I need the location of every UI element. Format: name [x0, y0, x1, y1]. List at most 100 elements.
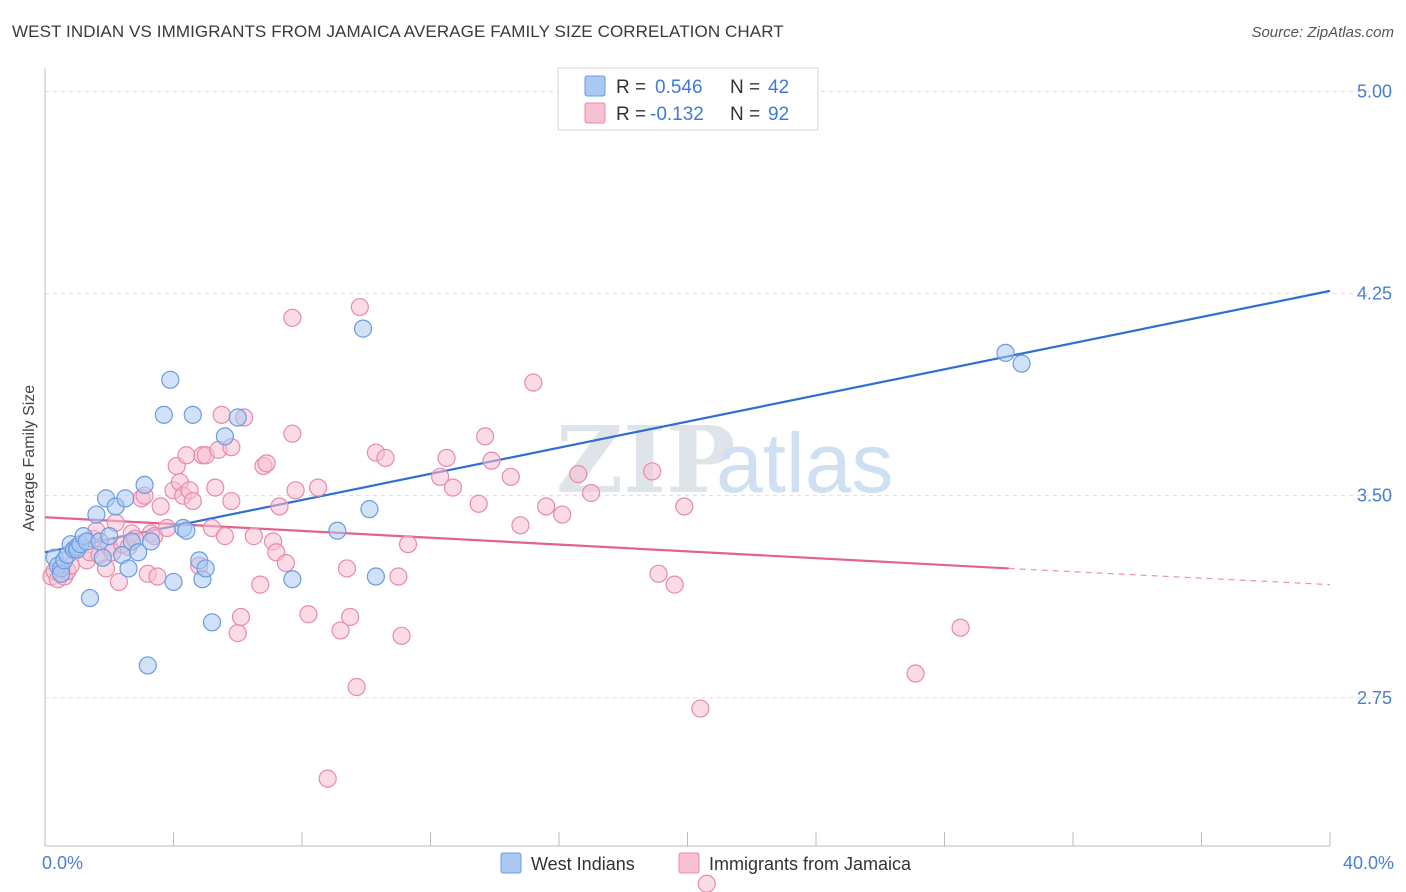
- jamaica-point: [299, 605, 318, 624]
- x-tick-labels: 0.0% 40.0%: [42, 853, 1394, 873]
- jamaica-point: [582, 483, 601, 503]
- jamaica-point: [206, 478, 225, 497]
- west-indian-point: [138, 656, 157, 675]
- jamaica-point: [482, 451, 501, 470]
- jamaica-point: [553, 505, 572, 524]
- legend-r-label-2: R =: [616, 104, 646, 125]
- legend-r-value-1: 0.546: [655, 77, 703, 98]
- jamaica-point: [649, 564, 668, 583]
- west-indian-point: [1012, 354, 1031, 373]
- legend-r-value-2: -0.132: [650, 104, 704, 125]
- jamaica-point: [283, 424, 302, 443]
- jamaica-point: [202, 518, 222, 538]
- watermark-atlas: atlas: [716, 416, 893, 510]
- jamaica-point: [675, 497, 694, 516]
- west-indian-point: [177, 521, 196, 540]
- jamaica-point: [109, 572, 128, 592]
- jamaica-point: [251, 575, 270, 594]
- jamaica-point: [389, 567, 408, 586]
- jamaica-point: [665, 575, 684, 594]
- west-indian-point: [119, 559, 138, 578]
- west-indian-point: [116, 489, 135, 508]
- jamaica-point: [337, 559, 357, 578]
- jamaica-point: [469, 494, 488, 513]
- west-indian-trend-line: [44, 289, 1331, 554]
- jamaica-point: [476, 427, 495, 446]
- jamaica-point: [283, 308, 302, 327]
- jamaica-point: [331, 621, 350, 640]
- jamaica-point: [318, 769, 337, 788]
- jamaica-point: [350, 297, 369, 317]
- west-indian-point: [161, 370, 180, 389]
- west-indian-point: [141, 532, 161, 551]
- jamaica-point: [270, 497, 289, 516]
- jamaica-point: [222, 491, 241, 511]
- source-label: Source: ZipAtlas.com: [1251, 24, 1394, 41]
- jamaica-point: [443, 478, 463, 497]
- bottom-legend: West Indians Immigrants from Jamaica: [500, 852, 912, 874]
- jamaica-point: [392, 626, 411, 645]
- west-indian-point: [196, 559, 215, 578]
- jamaica-point: [257, 454, 276, 473]
- west-indian-point: [87, 505, 106, 524]
- jamaica-point: [906, 664, 925, 683]
- x-tick-label: 0.0%: [42, 853, 83, 873]
- legend-swatch-blue: [584, 75, 606, 97]
- west-indian-point: [164, 572, 183, 592]
- x-tick-label: 40.0%: [1343, 853, 1394, 873]
- west-indian-point: [215, 427, 234, 446]
- jamaica-point: [691, 699, 710, 718]
- jamaica-point: [157, 518, 177, 538]
- jamaica-point: [347, 677, 366, 697]
- west-indian-point: [129, 543, 148, 562]
- grid-lines: [45, 90, 1392, 699]
- jamaica-point: [437, 448, 456, 468]
- jamaica-point: [286, 481, 305, 500]
- y-tick-label: 2.75: [1357, 688, 1392, 708]
- bottom-legend-jamaica: Immigrants from Jamaica: [709, 854, 912, 874]
- west-indian-point: [154, 405, 173, 424]
- west-indian-point: [202, 613, 222, 632]
- y-axis-label: Average Family Size: [21, 385, 38, 532]
- west-indian-point: [100, 527, 119, 546]
- west-indian-point: [80, 588, 100, 608]
- watermark-zip: ZIP: [556, 406, 735, 514]
- west-indian-point: [93, 548, 112, 567]
- jamaica-point: [228, 624, 247, 643]
- west-indian-point: [328, 521, 347, 540]
- jamaica-point: [398, 535, 418, 554]
- jamaica-point: [212, 405, 231, 424]
- y-tick-label: 4.25: [1357, 284, 1392, 304]
- jamaica-point: [431, 467, 450, 486]
- bottom-legend-west-indians: West Indians: [531, 854, 635, 874]
- legend-swatch-pink: [584, 102, 606, 124]
- jamaica-point: [951, 618, 970, 637]
- jamaica-point: [376, 448, 395, 468]
- jamaica-point: [151, 497, 170, 516]
- jamaica-point: [308, 478, 328, 497]
- west-indian-point: [353, 319, 373, 338]
- data-points: [42, 297, 1031, 892]
- jamaica-point: [183, 491, 202, 511]
- jamaica-point: [148, 567, 167, 586]
- jamaica-point: [244, 527, 263, 546]
- jamaica-point: [537, 497, 556, 516]
- y-tick-labels: 2.75 3.50 4.25 5.00: [1357, 81, 1392, 707]
- y-tick-label: 5.00: [1357, 81, 1392, 101]
- legend-n-value-1: 42: [768, 77, 789, 98]
- jamaica-point: [215, 527, 234, 546]
- jamaica-point: [524, 373, 543, 392]
- west-indian-point: [366, 567, 385, 586]
- west-indian-point: [183, 405, 202, 424]
- legend: R = 0.546 N = 42 R = -0.132 N = 92: [557, 67, 819, 131]
- jamaica-point: [501, 467, 520, 486]
- west-indian-point: [996, 343, 1015, 362]
- jamaica-point: [231, 607, 251, 627]
- west-indian-point: [228, 408, 247, 427]
- west-indian-point: [135, 475, 154, 495]
- west-indian-point: [283, 570, 302, 589]
- legend-r-label-1: R =: [616, 77, 646, 98]
- axes: [44, 68, 1331, 847]
- jamaica-trend-extension: [1008, 567, 1331, 586]
- y-tick-label: 3.50: [1357, 486, 1392, 506]
